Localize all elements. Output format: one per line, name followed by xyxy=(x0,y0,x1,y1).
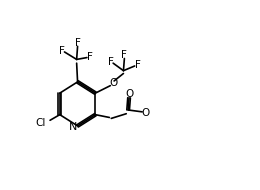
Text: F: F xyxy=(87,52,93,62)
Text: F: F xyxy=(135,60,140,70)
Text: F: F xyxy=(75,38,81,48)
Text: O: O xyxy=(141,108,150,118)
Text: N: N xyxy=(69,122,78,132)
Text: F: F xyxy=(121,50,127,60)
Text: F: F xyxy=(59,46,64,56)
Text: Cl: Cl xyxy=(35,118,46,128)
Text: O: O xyxy=(109,78,117,88)
Text: O: O xyxy=(126,89,134,99)
Text: F: F xyxy=(108,57,114,67)
